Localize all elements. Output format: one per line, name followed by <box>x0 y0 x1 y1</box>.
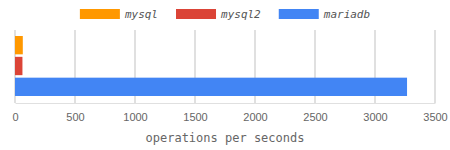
bar <box>15 78 407 96</box>
tick-label: 2500 <box>303 111 327 123</box>
plot: 0 500 1000 1500 2000 2500 3000 3500 <box>12 30 447 123</box>
tick-label: 3000 <box>363 111 387 123</box>
axis-line <box>16 103 436 104</box>
tick-label: 2000 <box>243 111 267 123</box>
tick: 3500 <box>423 103 447 123</box>
grid <box>15 30 435 103</box>
tick-label: 3500 <box>423 111 447 123</box>
tick-label: 1500 <box>183 111 207 123</box>
bar <box>15 57 22 75</box>
legend-swatch <box>80 9 120 19</box>
legend-swatch <box>279 9 319 19</box>
tick: 1000 <box>123 103 147 123</box>
tick: 2000 <box>243 103 267 123</box>
chart: 0 500 1000 1500 2000 2500 3000 3500 operations p… <box>0 0 450 150</box>
tick: 3000 <box>363 103 387 123</box>
tick: 2500 <box>303 103 327 123</box>
legend-item: mysql2 <box>176 8 261 21</box>
bars <box>15 36 407 96</box>
tick-label: 500 <box>66 111 84 123</box>
x-axis: 0 500 1000 1500 2000 2500 3000 3500 <box>12 103 447 123</box>
legend-label: mysql2 <box>220 8 261 21</box>
tick-label: 1000 <box>123 111 147 123</box>
axis-title: operations per seconds <box>146 131 305 145</box>
grid-line <box>434 30 436 103</box>
tick: 500 <box>66 103 84 123</box>
tick: 1500 <box>183 103 207 123</box>
legend-label: mysql <box>124 8 158 21</box>
legend: mysql mysql2 mariadb <box>80 8 370 21</box>
tick: 0 <box>12 103 18 123</box>
legend-item: mysql <box>80 8 158 21</box>
legend-label: mariadb <box>323 8 370 21</box>
tick-label: 0 <box>12 111 18 123</box>
legend-swatch <box>176 9 216 19</box>
bar <box>15 36 23 54</box>
legend-item: mariadb <box>279 8 370 21</box>
